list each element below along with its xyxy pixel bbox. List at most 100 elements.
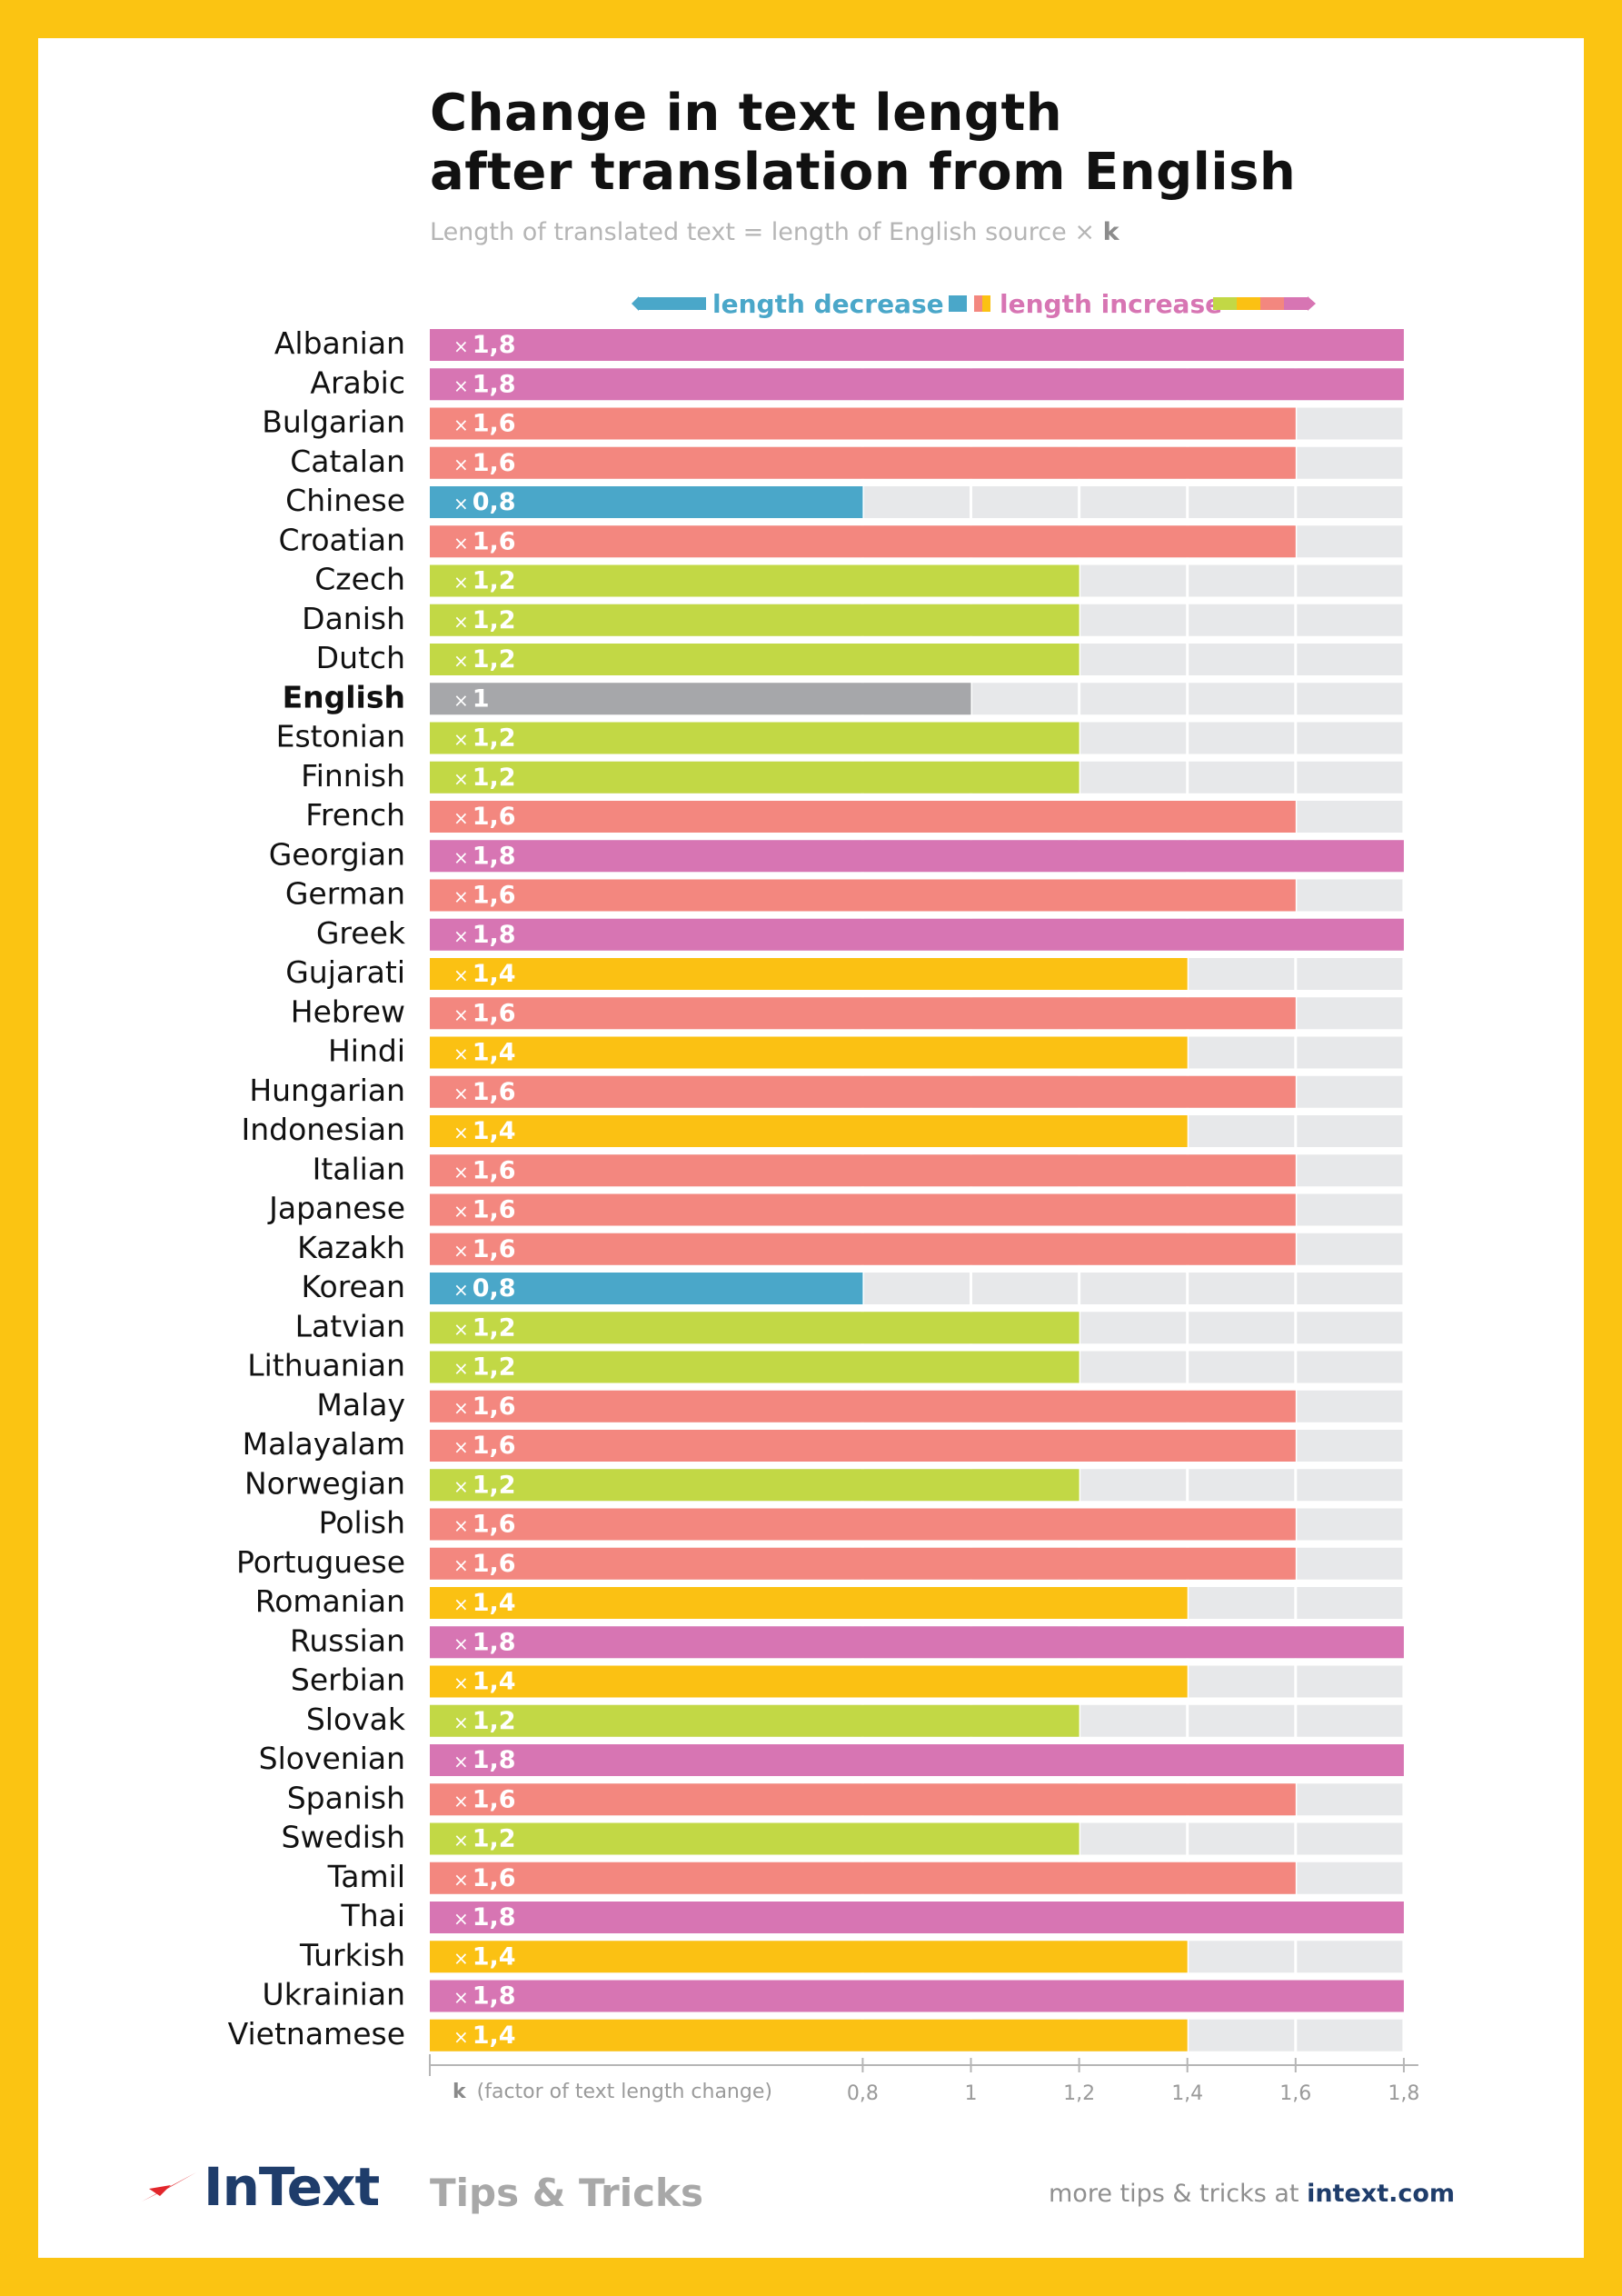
category-label: Slovak bbox=[306, 1702, 406, 1737]
plane-icon bbox=[142, 2172, 196, 2201]
value-label: × 1,6 bbox=[453, 803, 516, 831]
value-prefix: × bbox=[453, 846, 469, 868]
value-label: × 1,2 bbox=[453, 1471, 516, 1499]
bar bbox=[430, 1273, 863, 1304]
legend-increase-segment bbox=[1260, 297, 1284, 310]
legend-left-arrow-icon bbox=[632, 296, 639, 311]
value-number: 1,8 bbox=[473, 921, 516, 949]
value-number: 1,4 bbox=[473, 2021, 516, 2050]
value-label: × 1,4 bbox=[453, 2021, 516, 2050]
category-label: Turkish bbox=[299, 1937, 405, 1972]
bar bbox=[430, 446, 1296, 479]
brand-logo[interactable]: InText bbox=[140, 2156, 380, 2218]
category-label: Vietnamese bbox=[228, 2016, 405, 2051]
legend-increase-segment bbox=[1284, 297, 1308, 310]
footer-more-link[interactable]: more tips & tricks at intext.com bbox=[1049, 2180, 1455, 2208]
bar bbox=[430, 1075, 1296, 1108]
value-prefix: × bbox=[453, 964, 469, 986]
value-label: × 1,6 bbox=[453, 1156, 516, 1184]
value-number: 1,2 bbox=[473, 645, 516, 674]
value-number: 0,8 bbox=[473, 1274, 516, 1303]
value-label: × 1,6 bbox=[453, 1393, 516, 1421]
bar bbox=[430, 1508, 1296, 1541]
legend-decrease-label: length decrease bbox=[712, 289, 944, 319]
value-number: 1,2 bbox=[473, 724, 516, 753]
value-prefix: × bbox=[453, 454, 469, 475]
legend-right-arrow-icon bbox=[1308, 296, 1316, 311]
value-prefix: × bbox=[453, 689, 469, 711]
value-label: × 1,2 bbox=[453, 1353, 516, 1382]
bar bbox=[430, 329, 1404, 361]
value-label: × 1,6 bbox=[453, 1550, 516, 1578]
bar bbox=[430, 1862, 1296, 1894]
bar bbox=[430, 564, 1080, 597]
bar bbox=[430, 1980, 1404, 2012]
bar bbox=[430, 1193, 1296, 1226]
value-number: 1,6 bbox=[473, 1511, 516, 1539]
category-label: Georgian bbox=[269, 836, 405, 872]
value-number: 1,4 bbox=[473, 960, 516, 988]
value-number: 1,2 bbox=[473, 1471, 516, 1499]
category-label: Ukrainian bbox=[263, 1977, 405, 2012]
value-label: × 1,8 bbox=[453, 1903, 516, 1932]
category-label: Kazakh bbox=[297, 1230, 405, 1265]
bar bbox=[430, 801, 1296, 833]
category-label: Spanish bbox=[287, 1780, 405, 1815]
bar bbox=[430, 1390, 1296, 1423]
value-number: 1,8 bbox=[473, 842, 516, 870]
value-label: × 1,2 bbox=[453, 764, 516, 792]
legend-increase-segment bbox=[1213, 297, 1237, 310]
value-number: 1,6 bbox=[473, 1156, 516, 1184]
value-prefix: × bbox=[453, 1358, 469, 1380]
value-prefix: × bbox=[453, 925, 469, 947]
x-axis-label-k: k bbox=[453, 2081, 467, 2103]
footer-link[interactable]: intext.com bbox=[1307, 2180, 1456, 2208]
category-label: French bbox=[305, 797, 405, 833]
category-label: Arabic bbox=[310, 364, 405, 400]
legend-swatch-mixed-b bbox=[982, 295, 990, 312]
x-axis: 0,8 1 1,2 1,4 1,6 1,8 k (factor of text length … bbox=[429, 2054, 1419, 2105]
bar bbox=[430, 1626, 1404, 1659]
value-label: × 1,8 bbox=[453, 331, 516, 359]
subtitle-times: × bbox=[1074, 218, 1095, 246]
legend-swatch-decrease bbox=[949, 295, 967, 312]
bar bbox=[430, 1233, 1296, 1265]
category-label: Indonesian bbox=[241, 1112, 405, 1147]
bar bbox=[430, 1587, 1188, 1619]
value-label: × 1 bbox=[453, 684, 490, 713]
value-label: × 1,6 bbox=[453, 410, 516, 438]
value-prefix: × bbox=[453, 650, 469, 672]
bar bbox=[430, 1941, 1188, 1973]
value-number: 1,2 bbox=[473, 606, 516, 634]
bar bbox=[430, 525, 1296, 558]
value-number: 1,2 bbox=[473, 567, 516, 595]
value-label: × 1,2 bbox=[453, 1825, 516, 1853]
value-prefix: × bbox=[453, 1043, 469, 1065]
value-prefix: × bbox=[453, 1122, 469, 1143]
value-prefix: × bbox=[453, 493, 469, 514]
value-number: 1,6 bbox=[473, 1393, 516, 1421]
value-label: × 1,2 bbox=[453, 567, 516, 595]
bar bbox=[430, 368, 1404, 401]
value-label: × 1,8 bbox=[453, 1628, 516, 1656]
category-label: Japanese bbox=[267, 1191, 405, 1226]
value-label: × 1,4 bbox=[453, 960, 516, 988]
value-label: × 1,6 bbox=[453, 449, 516, 477]
value-label: × 1,6 bbox=[453, 1864, 516, 1892]
value-prefix: × bbox=[453, 1083, 469, 1104]
bar bbox=[430, 2019, 1188, 2051]
subtitle-k: k bbox=[1102, 218, 1119, 246]
value-prefix: × bbox=[453, 532, 469, 554]
bar bbox=[430, 1115, 1188, 1147]
category-label: Hindi bbox=[328, 1033, 405, 1069]
value-label: × 1,6 bbox=[453, 1235, 516, 1263]
value-label: × 1,6 bbox=[453, 882, 516, 910]
subtitle: Length of translated text = length of En… bbox=[430, 218, 1119, 246]
value-prefix: × bbox=[453, 1161, 469, 1183]
value-number: 1,2 bbox=[473, 1707, 516, 1735]
value-prefix: × bbox=[453, 1397, 469, 1419]
legend-swatch-mixed-a bbox=[974, 295, 982, 312]
page-title: Change in text length after translation … bbox=[430, 84, 1296, 202]
value-prefix: × bbox=[453, 768, 469, 790]
value-label: × 1,8 bbox=[453, 921, 516, 949]
